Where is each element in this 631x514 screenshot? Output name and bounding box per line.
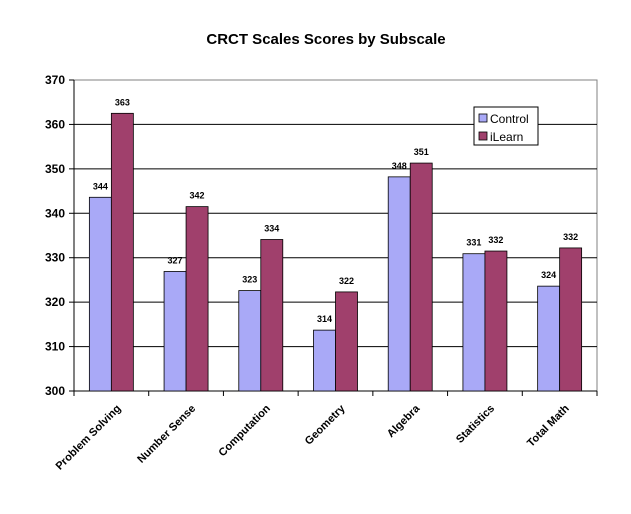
bar-ilearn-geometry [335,291,358,392]
y-tick-label: 360 [45,117,65,131]
bar-control-number-sense [163,271,187,392]
bar-control-geometry [313,329,336,392]
x-tick-label: Algebra [385,402,423,440]
bar-control-total-math [537,285,561,392]
x-tick-label: Computation [216,402,273,459]
bar-ilearn-algebra [409,162,433,392]
y-tick-label: 320 [45,295,65,309]
bar-ilearn-number-sense [185,206,209,392]
data-label: 327 [168,255,183,265]
x-tick-label: Statistics [454,403,497,446]
bar-control-problem-solving [88,196,112,392]
y-tick-label: 310 [45,340,65,354]
data-label: 323 [242,275,257,285]
bar-ilearn-computation [260,239,284,392]
y-tick-label: 340 [45,206,65,220]
data-label: 334 [264,223,279,233]
data-label: 324 [541,270,556,280]
x-tick-label: Problem Solving [54,403,124,473]
y-tick-label: 300 [45,384,65,398]
data-label: 314 [317,314,332,324]
y-tick-label: 370 [45,73,65,87]
bar-ilearn-statistics [484,250,508,392]
legend: Control iLearn [473,106,539,146]
legend-swatch-control [478,113,488,123]
legend-swatch-ilearn [478,131,488,141]
legend-label-control: Control [490,112,529,126]
data-label: 344 [93,181,108,191]
data-label: 351 [414,147,429,157]
x-tick-label: Number Sense [135,403,198,466]
bar-ilearn-total-math [559,247,583,392]
x-tick-label: Total Math [525,402,572,449]
data-label: 331 [466,238,481,248]
data-label: 363 [115,97,130,107]
bar-control-statistics [462,253,486,392]
data-label: 348 [392,161,407,171]
chart-title: CRCT Scales Scores by Subscale [206,31,445,48]
data-label: 332 [563,232,578,242]
data-label: 342 [190,191,205,201]
x-tick-label: Geometry [303,402,348,447]
data-label: 322 [339,276,354,286]
bar-control-algebra [387,176,411,392]
bar-ilearn-problem-solving [110,112,134,392]
bar-control-computation [238,290,262,392]
y-tick-label: 350 [45,162,65,176]
data-label: 332 [488,235,503,245]
y-tick-label: 330 [45,251,65,265]
legend-label-ilearn: iLearn [490,130,523,144]
